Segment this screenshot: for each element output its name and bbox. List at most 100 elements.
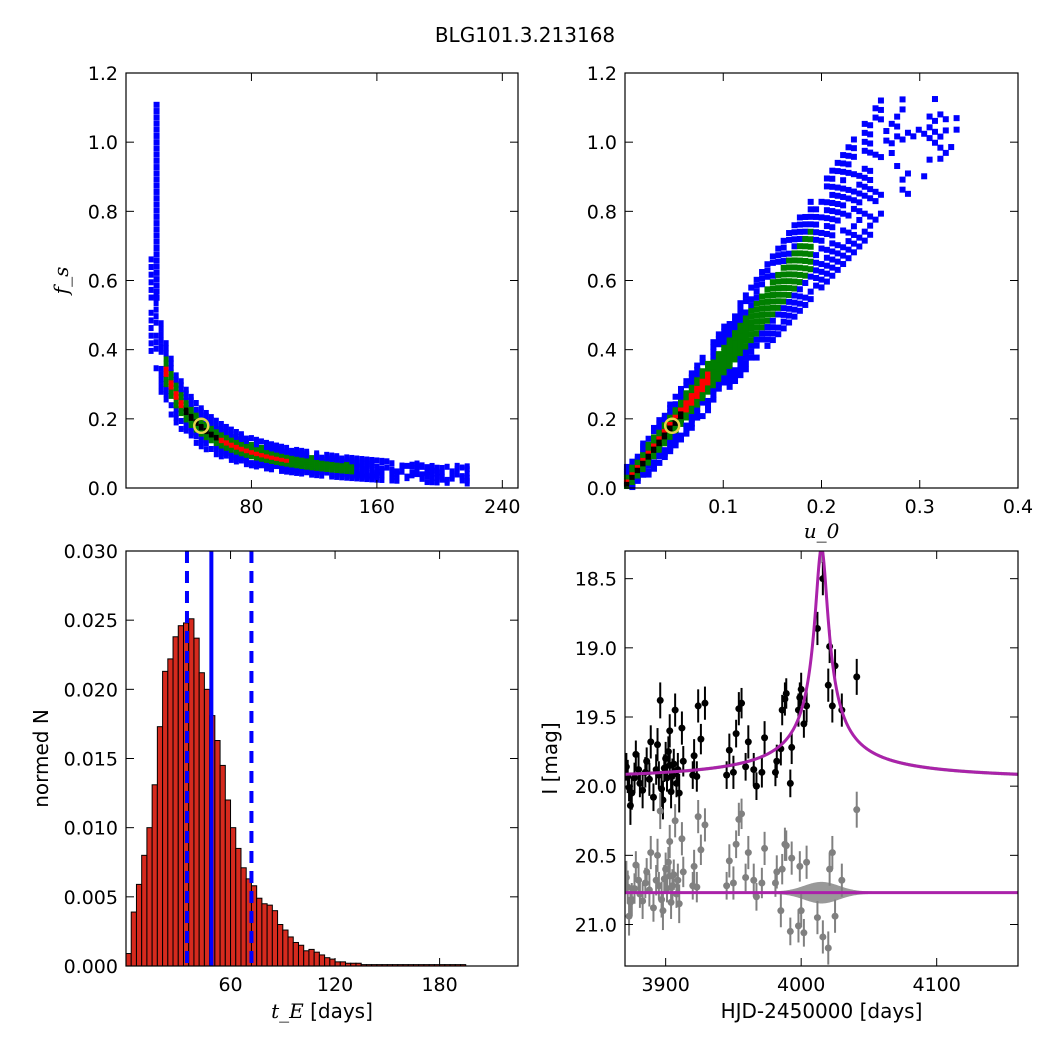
density-cell — [203, 440, 209, 447]
density-cell — [769, 324, 776, 331]
density-cell — [834, 184, 841, 191]
density-cell — [667, 401, 674, 408]
density-cell — [764, 292, 771, 299]
density-cell — [168, 369, 174, 376]
data-point — [723, 882, 731, 890]
density-cell — [861, 210, 868, 217]
density-cell — [802, 257, 809, 264]
density-cell — [856, 243, 863, 250]
density-cell — [737, 300, 744, 307]
density-cell — [656, 443, 663, 450]
density-cell — [748, 348, 755, 355]
density-cell — [710, 396, 717, 403]
density-cell — [710, 377, 717, 384]
density-cell — [183, 420, 189, 427]
density-cell — [786, 250, 793, 257]
density-cell — [737, 333, 744, 340]
density-cell — [439, 464, 445, 471]
data-point — [771, 879, 779, 887]
density-cell — [203, 434, 209, 441]
data-point — [853, 673, 861, 681]
density-cell — [153, 201, 160, 208]
density-cell — [661, 440, 668, 447]
density-cell — [921, 173, 928, 180]
density-cell — [672, 401, 679, 408]
density-cell — [414, 469, 420, 476]
density-cell — [780, 298, 787, 305]
density-cell — [742, 366, 749, 373]
density-cell — [769, 304, 776, 311]
density-cell — [840, 244, 847, 251]
density-cell — [374, 457, 380, 464]
density-cell — [823, 223, 830, 230]
density-cell — [688, 395, 695, 402]
histogram-bar — [130, 911, 137, 967]
density-cell — [721, 333, 728, 340]
density-cell — [667, 412, 674, 419]
density-cell — [715, 331, 722, 338]
density-cell — [726, 347, 733, 354]
density-cell — [786, 319, 793, 326]
density-cell — [888, 140, 895, 147]
density-cell — [759, 311, 766, 318]
density-cell — [694, 401, 701, 408]
density-cell — [153, 101, 160, 108]
density-cell — [732, 351, 739, 358]
density-cell — [753, 288, 760, 295]
density-cell — [710, 348, 717, 355]
photometry-points — [625, 562, 861, 825]
y-tick-label: 1.0 — [88, 132, 118, 154]
density-cell — [710, 387, 717, 394]
density-cell — [818, 261, 825, 268]
density-cell — [198, 424, 204, 431]
density-cell — [726, 368, 733, 375]
density-cell — [753, 276, 760, 283]
density-cell — [726, 383, 733, 390]
density-cell — [721, 338, 728, 345]
density-cell — [694, 375, 701, 382]
density-cell — [158, 337, 164, 344]
data-point — [788, 854, 796, 862]
density-cell — [742, 292, 749, 299]
density-cell — [694, 362, 701, 369]
density-cell — [667, 408, 674, 415]
density-cell — [786, 285, 793, 292]
density-cell — [672, 419, 679, 426]
density-cell — [705, 402, 712, 409]
density-cell — [661, 450, 668, 457]
density-cell — [409, 461, 415, 468]
density-cell — [656, 420, 663, 427]
density-cell — [726, 321, 733, 328]
data-point — [738, 810, 746, 818]
density-cell — [796, 293, 803, 300]
density-cell — [796, 257, 803, 264]
density-cell — [710, 353, 717, 360]
density-cell — [354, 460, 360, 467]
density-cell — [434, 464, 440, 471]
density-cell — [872, 151, 879, 158]
x-tick-label: 0.4 — [1003, 496, 1033, 518]
density-cell — [163, 345, 169, 352]
density-cell — [688, 408, 695, 415]
density-cell — [203, 412, 209, 419]
density-cell — [359, 462, 365, 469]
density-cell — [953, 126, 960, 133]
density-cell — [780, 251, 787, 258]
density-cell — [694, 410, 701, 417]
data-point — [693, 772, 701, 780]
density-cell — [769, 253, 776, 260]
density-cell — [775, 271, 782, 278]
density-cell — [829, 208, 836, 215]
data-point — [744, 849, 752, 857]
density-cell — [183, 405, 189, 412]
density-cell — [324, 455, 330, 462]
density-cell — [661, 412, 668, 419]
density-cell — [178, 410, 184, 417]
density-cell — [813, 206, 820, 213]
histogram-bar — [219, 764, 226, 967]
density-cell — [780, 244, 787, 251]
density-cell — [829, 216, 836, 223]
y-tick-label: 0.4 — [587, 340, 617, 362]
density-cell — [344, 454, 350, 461]
density-cell — [153, 345, 159, 352]
